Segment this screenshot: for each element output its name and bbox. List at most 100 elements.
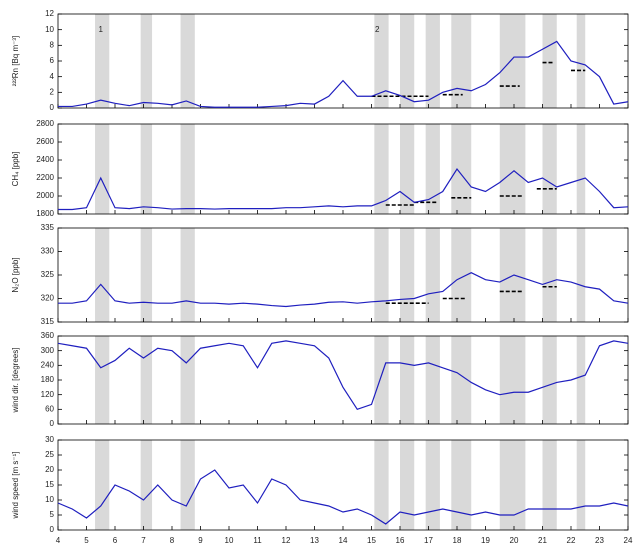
shaded-span <box>425 14 440 108</box>
y-tick-label: 5 <box>50 510 55 519</box>
y-tick-label: 240 <box>41 360 55 369</box>
y-tick-label: 330 <box>41 247 55 256</box>
y-tick-label: 335 <box>41 223 55 232</box>
y-tick-label: 0 <box>50 419 55 428</box>
y-tick-label: 60 <box>45 404 54 413</box>
y-tick-label: 120 <box>41 390 55 399</box>
shaded-span <box>542 124 557 214</box>
y-tick-label: 6 <box>50 56 55 65</box>
y-tick-label: 2400 <box>36 155 54 164</box>
x-tick-label: 4 <box>56 536 61 545</box>
y-tick-label: 2600 <box>36 137 54 146</box>
shaded-span <box>451 440 472 530</box>
y-tick-label: 10 <box>45 495 54 504</box>
data-line <box>57 469 629 525</box>
shaded-span <box>374 440 389 530</box>
shaded-span <box>451 124 472 214</box>
x-tick-label: 6 <box>113 536 118 545</box>
data-line <box>57 340 629 411</box>
y-tick-label: 2200 <box>36 173 54 182</box>
shaded-span <box>400 124 415 214</box>
y-tick-label: 20 <box>45 465 54 474</box>
shaded-span <box>425 124 440 214</box>
shaded-span <box>425 228 440 322</box>
shaded-span <box>400 440 415 530</box>
y-axis-label: CH₄ [ppb] <box>11 152 20 187</box>
x-tick-label: 17 <box>424 536 433 545</box>
y-tick-label: 4 <box>50 72 55 81</box>
y-tick-label: 360 <box>41 331 55 340</box>
shaded-span <box>499 228 526 322</box>
y-tick-label: 0 <box>50 103 55 112</box>
y-tick-label: 15 <box>45 480 54 489</box>
shaded-span <box>451 14 472 108</box>
shaded-span <box>180 336 195 424</box>
shaded-span <box>95 440 110 530</box>
shaded-span <box>499 14 526 108</box>
x-tick-label: 11 <box>253 536 262 545</box>
shaded-span <box>374 228 389 322</box>
shaded-span <box>140 336 153 424</box>
data-line <box>58 167 629 211</box>
shaded-span <box>180 228 195 322</box>
x-tick-label: 14 <box>339 536 348 545</box>
shaded-span <box>425 336 440 424</box>
y-tick-label: 25 <box>45 450 54 459</box>
shaded-span <box>499 124 526 214</box>
x-tick-label: 16 <box>396 536 405 545</box>
y-axis-label: N₂O [ppb] <box>11 257 20 292</box>
x-tick-label: 5 <box>84 536 89 545</box>
shaded-span <box>374 124 389 214</box>
shaded-span <box>576 336 586 424</box>
shaded-span <box>425 440 440 530</box>
shaded-span <box>451 336 472 424</box>
shaded-span <box>499 336 526 424</box>
x-tick-label: 9 <box>198 536 203 545</box>
x-tick-label: 7 <box>141 536 146 545</box>
shaded-span <box>374 336 389 424</box>
shaded-span <box>140 440 153 530</box>
y-tick-label: 8 <box>50 40 55 49</box>
y-axis-label: wind dir. [degrees] <box>11 348 20 414</box>
y-tick-label: 180 <box>41 375 55 384</box>
shaded-span <box>576 124 586 214</box>
x-tick-label: 15 <box>367 536 376 545</box>
shaded-span <box>542 336 557 424</box>
shaded-span <box>400 14 415 108</box>
y-tick-label: 0 <box>50 525 55 534</box>
x-tick-label: 8 <box>170 536 175 545</box>
shaded-span <box>95 228 110 322</box>
y-tick-label: 2 <box>50 87 55 96</box>
shaded-span <box>576 228 586 322</box>
annotation: 1 <box>99 25 104 34</box>
shaded-span <box>140 228 153 322</box>
shaded-span <box>374 14 389 108</box>
y-tick-label: 1800 <box>36 209 54 218</box>
annotation: 2 <box>375 25 380 34</box>
shaded-span <box>95 336 110 424</box>
y-axis-label: ²²²Rn [Bq m⁻³] <box>11 36 20 86</box>
x-tick-label: 13 <box>310 536 319 545</box>
x-tick-label: 12 <box>282 536 291 545</box>
x-tick-label: 24 <box>624 536 633 545</box>
shaded-span <box>542 228 557 322</box>
x-tick-label: 10 <box>225 536 234 545</box>
shaded-span <box>400 336 415 424</box>
x-tick-label: 21 <box>538 536 547 545</box>
x-tick-label: 18 <box>453 536 462 545</box>
y-tick-label: 12 <box>45 9 54 18</box>
shaded-span <box>180 124 195 214</box>
shaded-span <box>140 14 153 108</box>
shaded-span <box>180 440 195 530</box>
shaded-span <box>95 124 110 214</box>
shaded-span <box>542 440 557 530</box>
shaded-span <box>140 124 153 214</box>
y-axis-label: wind speed [m s⁻¹] <box>11 452 20 520</box>
data-line <box>58 271 629 308</box>
shaded-span <box>95 14 110 108</box>
shaded-span <box>499 440 526 530</box>
y-tick-label: 315 <box>41 317 55 326</box>
shaded-span <box>451 228 472 322</box>
